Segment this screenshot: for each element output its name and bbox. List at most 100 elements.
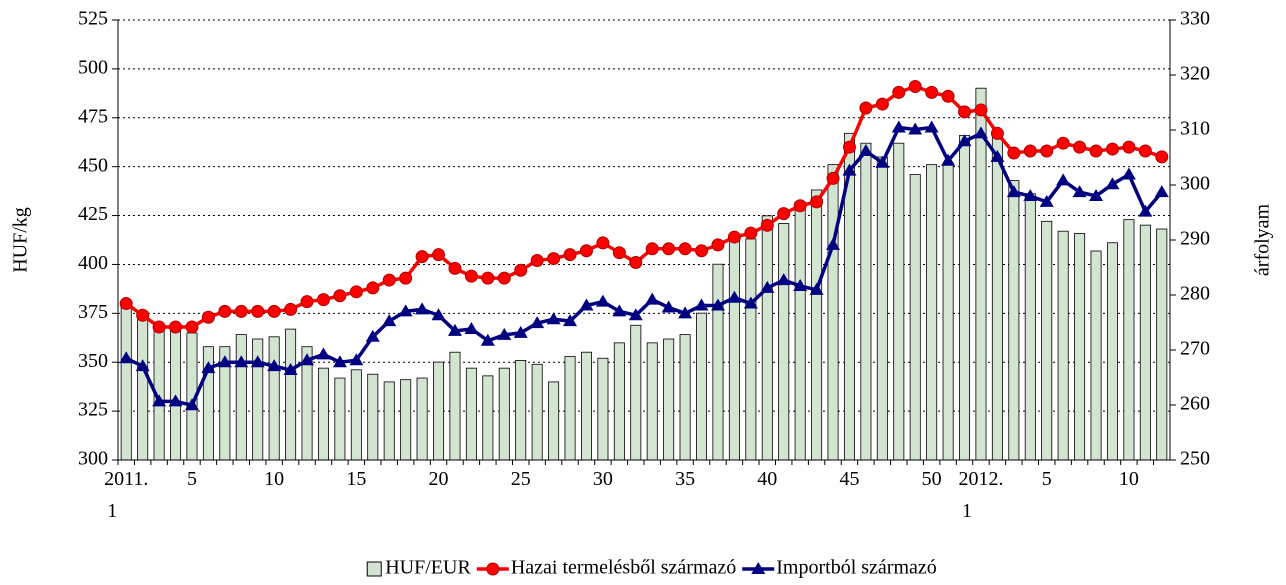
x-tick-label: 40 (757, 468, 777, 490)
y2-tick-label: 260 (1180, 393, 1210, 415)
bar (548, 381, 560, 461)
legend-marker (486, 562, 500, 576)
x-tick-label: 10 (264, 468, 284, 490)
bar (1139, 224, 1151, 461)
x-tick-label: 20 (429, 468, 449, 490)
marker (645, 242, 659, 256)
marker (481, 271, 495, 285)
y-tick-label: 450 (78, 154, 108, 176)
bar (334, 377, 346, 461)
legend-label: Importból származó (776, 557, 937, 579)
marker (809, 282, 824, 295)
marker (366, 281, 380, 295)
marker (514, 263, 528, 277)
x-tick-label: 45 (839, 468, 859, 490)
x-tick-label: 2011. 1 (104, 468, 148, 522)
legend-item: HUF/EUR (366, 557, 471, 579)
marker (595, 294, 610, 307)
bar (564, 356, 576, 461)
markers (119, 120, 1169, 411)
bar (317, 367, 329, 461)
marker (547, 252, 561, 266)
marker (941, 89, 955, 103)
marker (958, 105, 972, 119)
marker (497, 327, 512, 340)
bar (1106, 242, 1118, 461)
marker (234, 355, 249, 368)
y-tick-label: 375 (78, 301, 108, 323)
marker (810, 195, 824, 209)
marker (1089, 144, 1103, 158)
marker (284, 302, 298, 316)
marker (645, 292, 660, 305)
marker (1105, 177, 1120, 190)
y2-tick-label: 270 (1180, 338, 1210, 360)
bar (416, 377, 428, 461)
marker (892, 85, 906, 99)
marker (628, 308, 643, 321)
marker (579, 244, 593, 258)
x-tick-label: 10 (1119, 468, 1139, 490)
marker (497, 271, 511, 285)
y2-tick-label: 290 (1180, 228, 1210, 250)
bar (120, 303, 132, 461)
marker (349, 353, 364, 366)
marker (152, 394, 167, 407)
marker (415, 250, 429, 264)
marker (464, 269, 478, 283)
marker (793, 199, 807, 213)
marker (990, 126, 1004, 140)
marker (333, 289, 347, 303)
bar (465, 367, 477, 461)
bar (268, 336, 280, 461)
legend-swatch (366, 561, 382, 577)
marker (300, 353, 315, 366)
marker (710, 298, 725, 311)
marker (382, 273, 396, 287)
bar (1008, 180, 1020, 461)
marker (447, 323, 462, 336)
marker (1040, 144, 1054, 158)
marker (398, 304, 413, 317)
marker (826, 171, 840, 185)
marker (399, 271, 413, 285)
bar (1123, 219, 1135, 461)
marker (661, 300, 676, 313)
markers (119, 79, 1169, 334)
bar (170, 326, 182, 461)
bar (1024, 193, 1036, 461)
marker (826, 237, 841, 250)
marker (793, 278, 808, 291)
marker (1073, 140, 1087, 154)
marker (858, 144, 873, 157)
marker (612, 246, 626, 260)
bar (1074, 232, 1086, 461)
bar (498, 367, 510, 461)
x-tick-label: 5 (187, 468, 197, 490)
marker (184, 398, 199, 411)
y2-tick-label: 280 (1180, 283, 1210, 305)
bar (663, 338, 675, 461)
marker (1121, 167, 1136, 180)
x-tick-label: 25 (511, 468, 531, 490)
marker (924, 120, 939, 133)
bar (761, 215, 773, 461)
y-tick-label: 350 (78, 350, 108, 372)
marker (941, 153, 956, 166)
y2-tick-label: 310 (1180, 118, 1210, 140)
marker (119, 351, 134, 364)
bar (712, 263, 724, 461)
bar (383, 381, 395, 461)
bar (811, 189, 823, 461)
marker (1056, 136, 1070, 150)
bar (433, 361, 445, 461)
marker (1039, 194, 1054, 207)
y-tick-label: 425 (78, 203, 108, 225)
bar (959, 135, 971, 461)
marker (217, 355, 232, 368)
marker (1072, 185, 1087, 198)
legend-item: Importból származó (742, 557, 937, 579)
marker (201, 310, 215, 324)
marker (974, 103, 988, 117)
